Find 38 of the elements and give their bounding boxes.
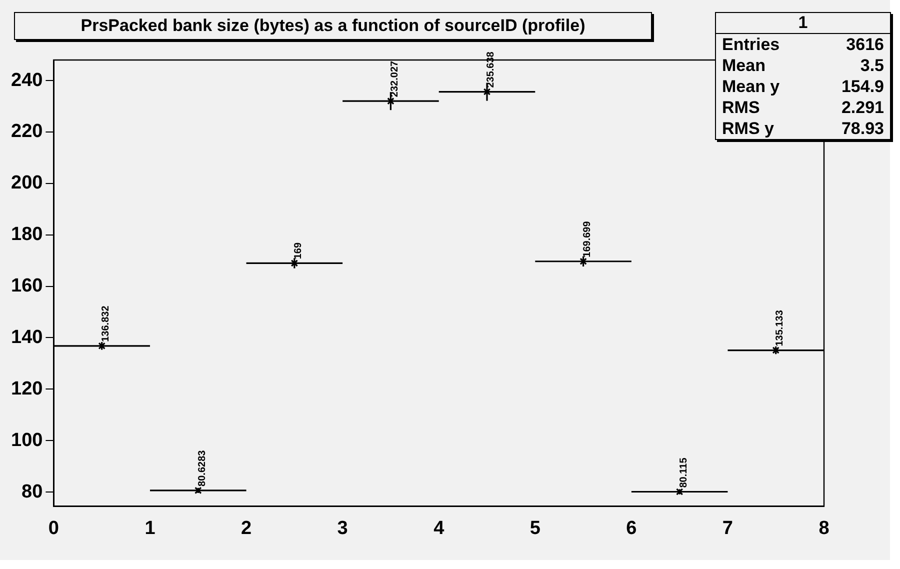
- data-label: 80.115: [678, 457, 690, 488]
- y-tick-label: 180: [11, 224, 43, 246]
- text: Mean 3.5: [722, 56, 884, 75]
- chart-title: PrsPacked bank size (bytes) as a function of sourceID (profile): [14, 12, 652, 40]
- x-tick-label: 8: [818, 518, 830, 539]
- data-label: 232.027: [389, 60, 400, 98]
- y-tick-label: 120: [11, 378, 43, 400]
- x-tick-label: 7: [722, 518, 733, 539]
- point: [580, 258, 587, 265]
- data-label: 80.6283: [196, 450, 208, 486]
- y-tick-label: 100: [11, 430, 43, 451]
- text: RMS y 78.93: [722, 119, 884, 138]
- x-tick-label: 5: [530, 518, 541, 539]
- x-tick-label: 2: [240, 518, 252, 539]
- y-tick-label: 160: [11, 276, 43, 297]
- data-label: 136.832: [100, 305, 112, 342]
- point: [483, 88, 491, 96]
- point: [387, 97, 394, 105]
- y-tick-label: 240: [11, 70, 43, 91]
- x-tick-label: 0: [48, 518, 59, 539]
- data-label: 135.133: [774, 310, 786, 346]
- text: 1: [716, 13, 890, 34]
- point: [676, 488, 684, 496]
- y-tick-label: 200: [11, 172, 43, 194]
- text: Entries 3616: [722, 35, 884, 54]
- y-tick-label: 80: [22, 481, 43, 502]
- text: Mean y 154.9: [722, 77, 884, 96]
- text: RMS 2.291: [722, 98, 884, 117]
- x-tick-label: 3: [337, 518, 348, 539]
- data-label: 169.699: [582, 220, 594, 258]
- point: [194, 486, 202, 494]
- x-tick-label: 1: [144, 518, 156, 539]
- y-tick-label: 140: [11, 326, 43, 348]
- x-tick-label: 6: [626, 518, 637, 539]
- x-tick-label: 4: [434, 518, 445, 539]
- point: [290, 260, 298, 267]
- data-label: 169: [293, 242, 304, 260]
- y-tick-label: 220: [11, 121, 43, 142]
